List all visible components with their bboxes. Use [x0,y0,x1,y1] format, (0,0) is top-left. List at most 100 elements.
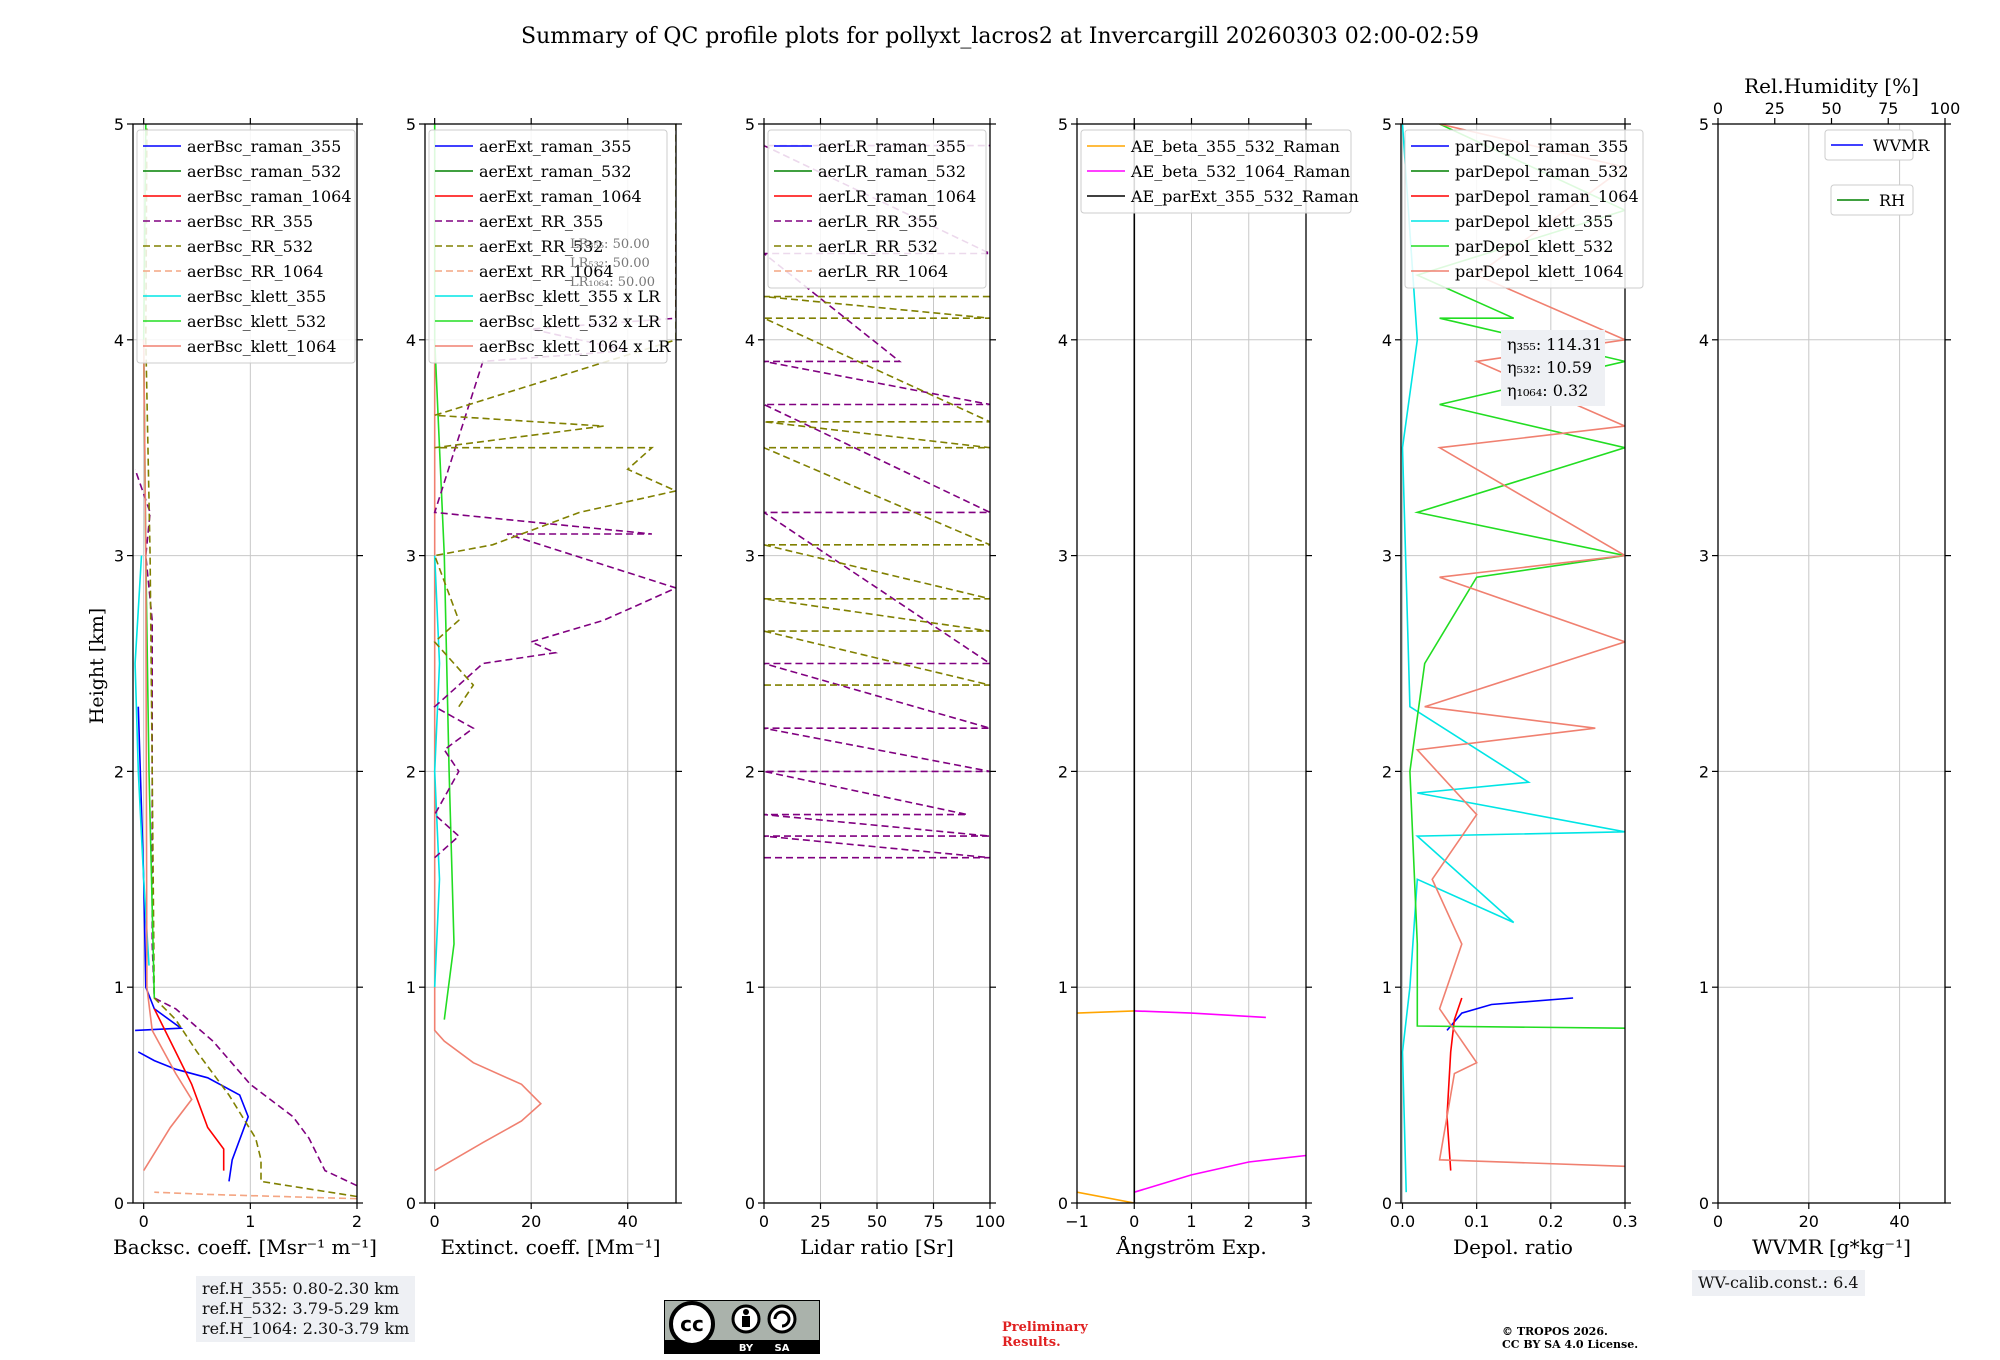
legend-label: aerBsc_klett_355 [187,287,326,306]
x-tick-label: 0 [759,1212,769,1231]
y-tick-label: 0 [1058,1194,1068,1213]
legend-label: aerExt_raman_355 [479,137,632,156]
svg-text:SA: SA [775,1343,790,1354]
legend-label: aerBsc_klett_355 x LR [479,287,661,306]
series-group [134,124,357,1200]
refheight-355: ref.H_355: 0.80-2.30 km [202,1279,400,1298]
legend-box [1080,129,1352,214]
series-parDepol_klett_355 [1401,124,1625,1193]
series-aerBsc_klett_355 x LR [433,555,441,988]
legend-label: aerBsc_RR_355 [187,212,313,231]
legend-label: parDepol_raman_532 [1455,162,1628,181]
x-tick-label: 1 [245,1212,255,1231]
y-tick-label: 4 [1382,331,1392,350]
x-axis-label: Backsc. coeff. [Msr⁻¹ m⁻¹] [113,1235,377,1259]
series-aerBsc_RR_532 [144,124,357,1198]
refheight-532: ref.H_532: 3.79-5.29 km [202,1299,400,1318]
series-parDepol_klett_532 [1409,124,1625,1029]
top-tick-label: 75 [1878,99,1898,118]
x-axis-label: WVMR [g*kg⁻¹] [1752,1235,1911,1259]
legend-box [1824,129,1914,161]
legend-label: aerBsc_klett_1064 x LR [479,337,671,356]
wv-calib-text: WV-calib.const.: 6.4 [1698,1273,1859,1292]
x-tick-label: 0 [430,1212,440,1231]
legend-box [1830,184,1914,216]
y-tick-label: 4 [114,331,124,350]
legend-label: parDepol_raman_1064 [1455,187,1639,206]
y-tick-label: 4 [1699,331,1709,350]
lidar-ratio-annotation: LR₁₀₆₄: 50.00 [570,275,655,290]
legend-label: aerExt_RR_1064 [479,262,614,281]
series-parDepol_raman_355 [1446,997,1574,1031]
x-tick-label: 0 [139,1212,149,1231]
cc-icon [669,1301,715,1347]
reference-heights-box: ref.H_355: 0.80-2.30 km ref.H_532: 3.79-… [196,1276,416,1342]
y-tick-label: 5 [406,115,416,134]
eta-annotation-box [1501,330,1605,406]
share-alike-icon [767,1304,797,1334]
panel-extinction: 0 20 40 0 1 2 3 4 5 Extinct. coeff. [Mm⁻¹] aerExt_… [406,115,682,1259]
legend-label: AE_parExt_355_532_Raman [1130,187,1359,206]
series-parDepol_raman_1064 [1446,997,1463,1171]
legend-label: WVMR [1873,136,1930,155]
series-aerBsc_RR_355 [134,469,357,1187]
x-tick-label: 40 [1889,1212,1909,1231]
y-tick-label: 0 [1382,1194,1392,1213]
y-tick-label: 3 [745,547,755,566]
x-axis-label: Lidar ratio [Sr] [800,1235,954,1259]
x-axis-label: Ångström Exp. [1115,1234,1266,1259]
series-group [764,144,990,859]
eta-annotation: η₅₃₂: 10.59 [1507,358,1592,377]
cc-by-sa-badge: cc BY SA [664,1300,820,1354]
legend-label: aerLR_RR_355 [818,212,938,231]
y-tick-label: 3 [406,547,416,566]
y-tick-label: 2 [114,762,124,781]
x-tick-label: 0 [1129,1212,1139,1231]
y-tick-label: 1 [1058,978,1068,997]
y-tick-label: 1 [1699,978,1709,997]
legend-label: parDepol_klett_1064 [1455,262,1624,281]
x-tick-label: −1 [1065,1212,1089,1231]
refheight-1064: ref.H_1064: 2.30-3.79 km [202,1319,410,1338]
top-axis-label: Rel.Humidity [%] [1744,74,1919,98]
y-tick-label: 0 [114,1194,124,1213]
legend-label: aerLR_raman_1064 [818,187,976,206]
y-tick-label: 1 [406,978,416,997]
axes-frame [1717,123,1946,1204]
axes-frame [424,123,677,1204]
y-tick-label: 3 [1699,547,1709,566]
y-tick-label: 5 [1699,115,1709,134]
y-tick-label: 4 [406,331,416,350]
y-tick-label: 4 [1058,331,1068,350]
series-aerBsc_klett_1064 [142,339,193,1172]
series-aerLR_RR_532 [764,295,990,686]
legend-label: AE_beta_532_1064_Raman [1130,162,1350,181]
x-tick-label: 0.2 [1538,1212,1563,1231]
x-tick-label: 75 [923,1212,943,1231]
copyright-note: © TROPOS 2026. CC BY SA 4.0 License. [1502,1325,1639,1351]
legend-label: aerExt_RR_532 [479,237,603,256]
y-tick-label: 2 [406,762,416,781]
x-tick-label: 50 [867,1212,887,1231]
y-tick-label: 3 [114,547,124,566]
legend-box [767,129,987,289]
x-axis-label: Depol. ratio [1453,1235,1573,1259]
legend-label: aerExt_raman_532 [479,162,632,181]
y-tick-label: 1 [114,978,124,997]
y-tick-label: 4 [745,331,755,350]
legend-label: parDepol_klett_532 [1455,237,1613,256]
series-aerBsc_raman_355 [137,1051,250,1182]
y-tick-label: 2 [1699,762,1709,781]
x-axis-label: Extinct. coeff. [Mm⁻¹] [440,1235,660,1259]
legend-label: AE_beta_355_532_Raman [1130,137,1340,156]
legend-label: aerBsc_raman_1064 [187,187,352,206]
legend-label: aerExt_RR_355 [479,212,603,231]
series-aerLR_RR_355 [764,144,990,859]
series-AE_beta_532_1064_Raman [1134,1010,1266,1019]
x-tick-label: 20 [521,1212,541,1231]
top-tick-label: 0 [1713,99,1723,118]
legend-label: aerBsc_klett_532 x LR [479,312,661,331]
series-group [1077,124,1306,1203]
